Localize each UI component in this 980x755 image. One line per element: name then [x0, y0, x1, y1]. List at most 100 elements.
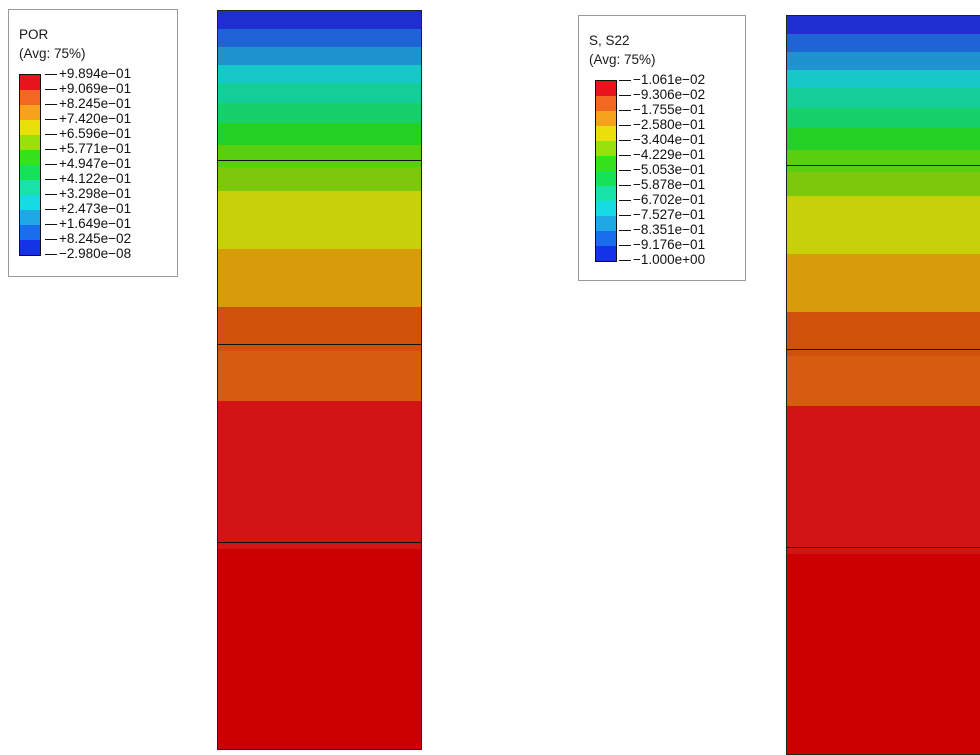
contour-band [218, 47, 421, 65]
legend-swatch [596, 231, 616, 246]
legend-tick [45, 89, 57, 90]
legend-swatch [596, 186, 616, 201]
contour-band [218, 65, 421, 83]
element-boundary-line [787, 547, 980, 548]
contour-band [218, 401, 421, 549]
legend-swatch [596, 216, 616, 231]
legend-swatch [596, 201, 616, 216]
contour-band [218, 167, 421, 191]
legend-label: −1.000e+00 [633, 252, 706, 267]
legend-label: −5.053e−01 [633, 162, 706, 177]
element-boundary-line [218, 344, 421, 345]
legend-tick [619, 155, 631, 156]
element-boundary-line [218, 542, 421, 543]
legend-label: +2.473e−01 [59, 201, 132, 216]
legend-label: +4.947e−01 [59, 156, 132, 171]
legend-swatch [596, 111, 616, 126]
legend-tick [619, 260, 631, 261]
legend-averaging-note: (Avg: 75%) [19, 46, 86, 61]
legend-tick [619, 200, 631, 201]
contour-band [787, 108, 980, 128]
contour-band [787, 70, 980, 88]
legend-swatch [20, 240, 40, 255]
contour-band [787, 34, 980, 52]
legend-swatch [596, 96, 616, 111]
legend-tick [619, 140, 631, 141]
legend-tick [45, 209, 57, 210]
legend-tick [45, 224, 57, 225]
legend-tick [45, 164, 57, 165]
legend-swatch [596, 171, 616, 186]
legend-swatch [20, 150, 40, 165]
legend-tick [619, 80, 631, 81]
legend-swatch [596, 81, 616, 96]
contour-band [787, 172, 980, 196]
legend-tick [45, 254, 57, 255]
legend-label: +9.894e−01 [59, 66, 132, 81]
s22-legend: S, S22 (Avg: 75%) −1.061e−02 −9.306e−02 −1… [578, 15, 746, 281]
legend-swatch [20, 120, 40, 135]
contour-band [787, 150, 980, 172]
contour-band [218, 191, 421, 249]
contour-band [787, 312, 980, 356]
legend-tick [619, 170, 631, 171]
element-boundary-line [218, 160, 421, 161]
legend-swatch [20, 135, 40, 150]
contour-band [787, 52, 980, 70]
legend-tick [45, 104, 57, 105]
legend-swatch [20, 105, 40, 120]
legend-tick [45, 74, 57, 75]
legend-swatch [596, 156, 616, 171]
legend-tick [619, 245, 631, 246]
legend-variable-name: S, S22 [589, 33, 630, 48]
legend-label: −9.176e−01 [633, 237, 706, 252]
legend-tick [619, 215, 631, 216]
legend-tick [45, 134, 57, 135]
legend-swatch [20, 195, 40, 210]
contour-band [218, 123, 421, 145]
legend-tick [45, 119, 57, 120]
legend-label: −9.306e−02 [633, 87, 706, 102]
legend-label: +5.771e−01 [59, 141, 132, 156]
legend-tick [619, 230, 631, 231]
contour-band [787, 16, 980, 34]
legend-label: +9.069e−01 [59, 81, 132, 96]
legend-swatch [20, 225, 40, 240]
legend-label: −2.980e−08 [59, 246, 132, 261]
contour-band [218, 351, 421, 401]
legend-tick [619, 110, 631, 111]
element-boundary-line [787, 349, 980, 350]
contour-band [787, 254, 980, 312]
contour-band [218, 11, 421, 29]
legend-swatch [596, 126, 616, 141]
legend-tick [45, 179, 57, 180]
legend-variable-name: POR [19, 27, 49, 42]
legend-label: +3.298e−01 [59, 186, 132, 201]
legend-averaging-note: (Avg: 75%) [589, 52, 656, 67]
contour-band [218, 307, 421, 351]
legend-label: +1.649e−01 [59, 216, 132, 231]
element-boundary-line [787, 165, 980, 166]
contour-band [787, 356, 980, 406]
legend-tick [619, 125, 631, 126]
legend-label: −1.061e−02 [633, 72, 706, 87]
legend-swatch [20, 90, 40, 105]
por-contour-column [217, 10, 422, 750]
legend-swatch [20, 165, 40, 180]
contour-band [218, 103, 421, 123]
legend-label: +8.245e−01 [59, 96, 132, 111]
contour-band [787, 128, 980, 150]
legend-label: +7.420e−01 [59, 111, 132, 126]
legend-label: +8.245e−02 [59, 231, 132, 246]
legend-tick [619, 185, 631, 186]
contour-band [787, 406, 980, 554]
legend-color-bar [19, 74, 41, 256]
contour-band [218, 29, 421, 47]
legend-label: −1.755e−01 [633, 102, 706, 117]
legend-label: −3.404e−01 [633, 132, 706, 147]
legend-swatch [20, 75, 40, 90]
legend-label: +4.122e−01 [59, 171, 132, 186]
legend-swatch [596, 246, 616, 261]
contour-band [218, 249, 421, 307]
por-legend: POR (Avg: 75%) +9.894e−01 +9.069e−01 +8.24… [8, 9, 178, 277]
